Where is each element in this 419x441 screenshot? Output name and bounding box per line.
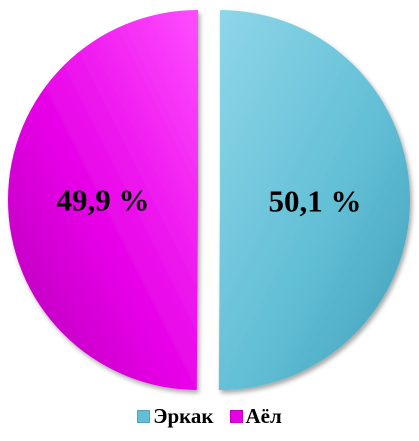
pie-label-erkak: 50,1 %	[268, 183, 361, 218]
legend-swatch-erkak	[137, 410, 151, 423]
legend-swatch-ayol	[229, 410, 243, 423]
legend: Эркак Аёл	[0, 404, 419, 429]
pie-label-ayol: 49,9 %	[57, 183, 150, 218]
legend-label-ayol: Аёл	[245, 404, 282, 428]
pie-slice-erkak	[218, 10, 410, 391]
legend-item-ayol: Аёл	[229, 404, 282, 429]
legend-label-erkak: Эркак	[153, 404, 214, 428]
legend-item-erkak: Эркак	[137, 404, 214, 429]
pie-slice-ayol	[7, 9, 199, 390]
